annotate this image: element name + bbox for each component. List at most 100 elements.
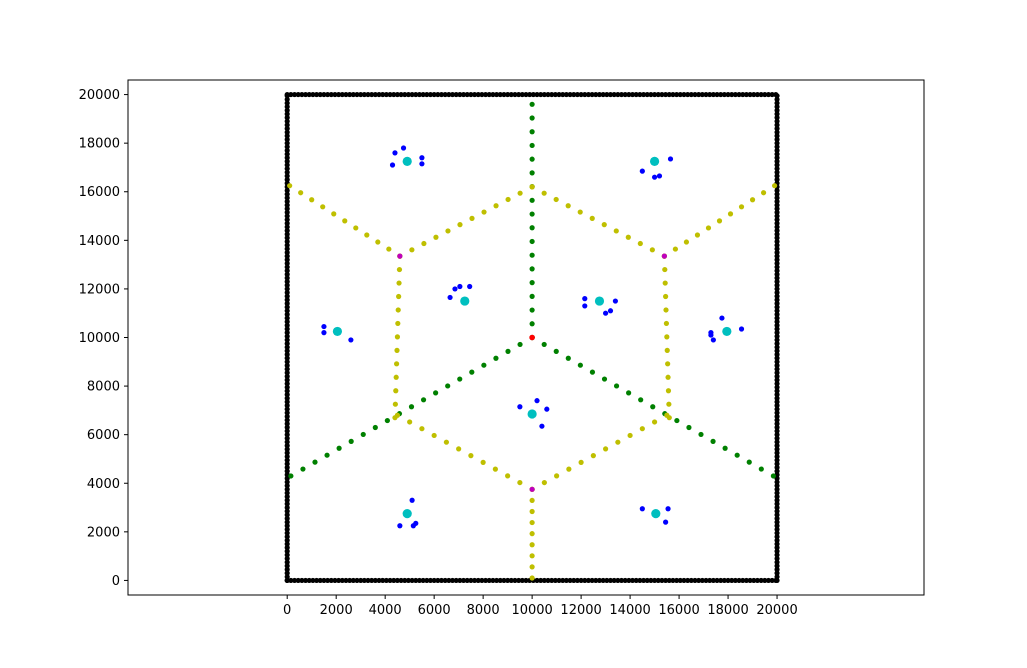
- blue-point: [603, 310, 609, 316]
- boundary-point: [774, 275, 780, 281]
- boundary-point: [618, 577, 625, 584]
- yellow-edge-point: [738, 204, 745, 210]
- yellow-edge-point: [396, 266, 403, 273]
- green-edge-point: [577, 362, 583, 368]
- boundary-point: [424, 577, 430, 584]
- boundary-point: [774, 461, 780, 467]
- blue-points-layer: [321, 145, 745, 529]
- boundary-point: [732, 91, 739, 98]
- boundary-point: [350, 577, 356, 584]
- boundary-point: [732, 577, 739, 584]
- boundary-point: [284, 450, 290, 456]
- boundary-point: [699, 577, 705, 584]
- boundary-point: [284, 279, 290, 285]
- boundary-point: [321, 577, 327, 584]
- green-edge-point: [686, 424, 692, 431]
- boundary-point: [284, 555, 290, 562]
- yellow-edge-point: [331, 211, 337, 217]
- boundary-point: [284, 235, 290, 241]
- boundary-point: [376, 91, 382, 98]
- boundary-point: [774, 563, 780, 569]
- boundary-point: [762, 91, 768, 98]
- boundary-point: [512, 577, 518, 584]
- x-tick-label: 14000: [609, 603, 650, 618]
- y-axis: 0 2000 4000 6000 8000 10000 12000 14000 16000 180…: [79, 88, 128, 589]
- boundary-point: [354, 577, 360, 584]
- boundary-point: [674, 577, 680, 584]
- boundary-point: [409, 577, 415, 584]
- green-edge-point: [324, 452, 330, 458]
- boundary-point: [284, 224, 290, 230]
- boundary-point: [774, 344, 780, 350]
- boundary-point: [774, 395, 780, 401]
- yellow-edge-point: [492, 466, 498, 472]
- boundary-point: [774, 330, 780, 336]
- boundary-point: [284, 249, 290, 256]
- boundary-point: [774, 111, 780, 117]
- boundary-point: [284, 523, 290, 529]
- boundary-point: [479, 91, 485, 98]
- boundary-point: [607, 577, 614, 584]
- boundary-point: [774, 147, 780, 154]
- boundary-point: [560, 577, 566, 584]
- yellow-edge-point: [342, 218, 348, 224]
- boundary-point: [774, 213, 780, 219]
- boundary-point: [523, 91, 529, 98]
- boundary-point: [284, 435, 290, 441]
- boundary-point: [284, 577, 290, 584]
- boundary-point: [438, 577, 445, 584]
- boundary-point: [358, 91, 364, 98]
- boundary-point: [372, 577, 378, 584]
- yellow-edge-point: [394, 412, 401, 418]
- boundary-point: [453, 91, 459, 98]
- boundary-point: [774, 370, 780, 376]
- boundary-point: [754, 91, 761, 98]
- boundary-point: [317, 577, 323, 584]
- boundary-point: [284, 508, 290, 514]
- blue-point: [708, 330, 714, 336]
- yellow-edge-point: [760, 190, 767, 196]
- yellow-edge-point: [421, 240, 427, 247]
- boundary-point: [376, 577, 382, 584]
- green-edge-point: [698, 431, 704, 438]
- blue-point: [651, 174, 658, 180]
- blue-point: [665, 506, 671, 512]
- green-edge-point: [529, 170, 535, 176]
- boundary-point: [420, 577, 426, 584]
- blue-point: [419, 161, 425, 167]
- blue-point: [534, 398, 540, 404]
- boundary-point: [663, 577, 669, 584]
- yellow-edge-point: [727, 211, 734, 217]
- boundary-point: [284, 395, 290, 401]
- boundary-point: [486, 91, 492, 98]
- blue-point: [348, 337, 354, 343]
- boundary-point: [460, 91, 467, 98]
- boundary-point: [718, 91, 724, 98]
- boundary-point: [284, 268, 290, 274]
- blue-point: [321, 330, 327, 336]
- boundary-point: [774, 566, 780, 573]
- boundary-point: [497, 91, 503, 98]
- boundary-point: [284, 446, 290, 452]
- boundary-point: [284, 402, 290, 409]
- boundary-point: [541, 91, 547, 98]
- boundary-point: [284, 501, 290, 507]
- boundary-point: [284, 158, 290, 164]
- boundary-point: [424, 91, 430, 98]
- yellow-edge-point: [505, 196, 511, 203]
- blue-point: [607, 308, 614, 314]
- yellow-edge-point: [409, 247, 415, 253]
- boundary-point: [655, 91, 661, 98]
- boundary-point: [774, 475, 780, 481]
- green-edge-point: [420, 397, 427, 403]
- boundary-point: [725, 91, 731, 98]
- boundary-point: [685, 577, 691, 584]
- boundary-point: [284, 191, 290, 197]
- boundary-point: [284, 209, 290, 215]
- boundary-point: [284, 453, 290, 460]
- boundary-point: [402, 91, 408, 98]
- boundary-point: [468, 577, 474, 584]
- green-edge-point: [529, 280, 535, 286]
- boundary-point: [774, 155, 780, 161]
- boundary-point: [336, 91, 342, 98]
